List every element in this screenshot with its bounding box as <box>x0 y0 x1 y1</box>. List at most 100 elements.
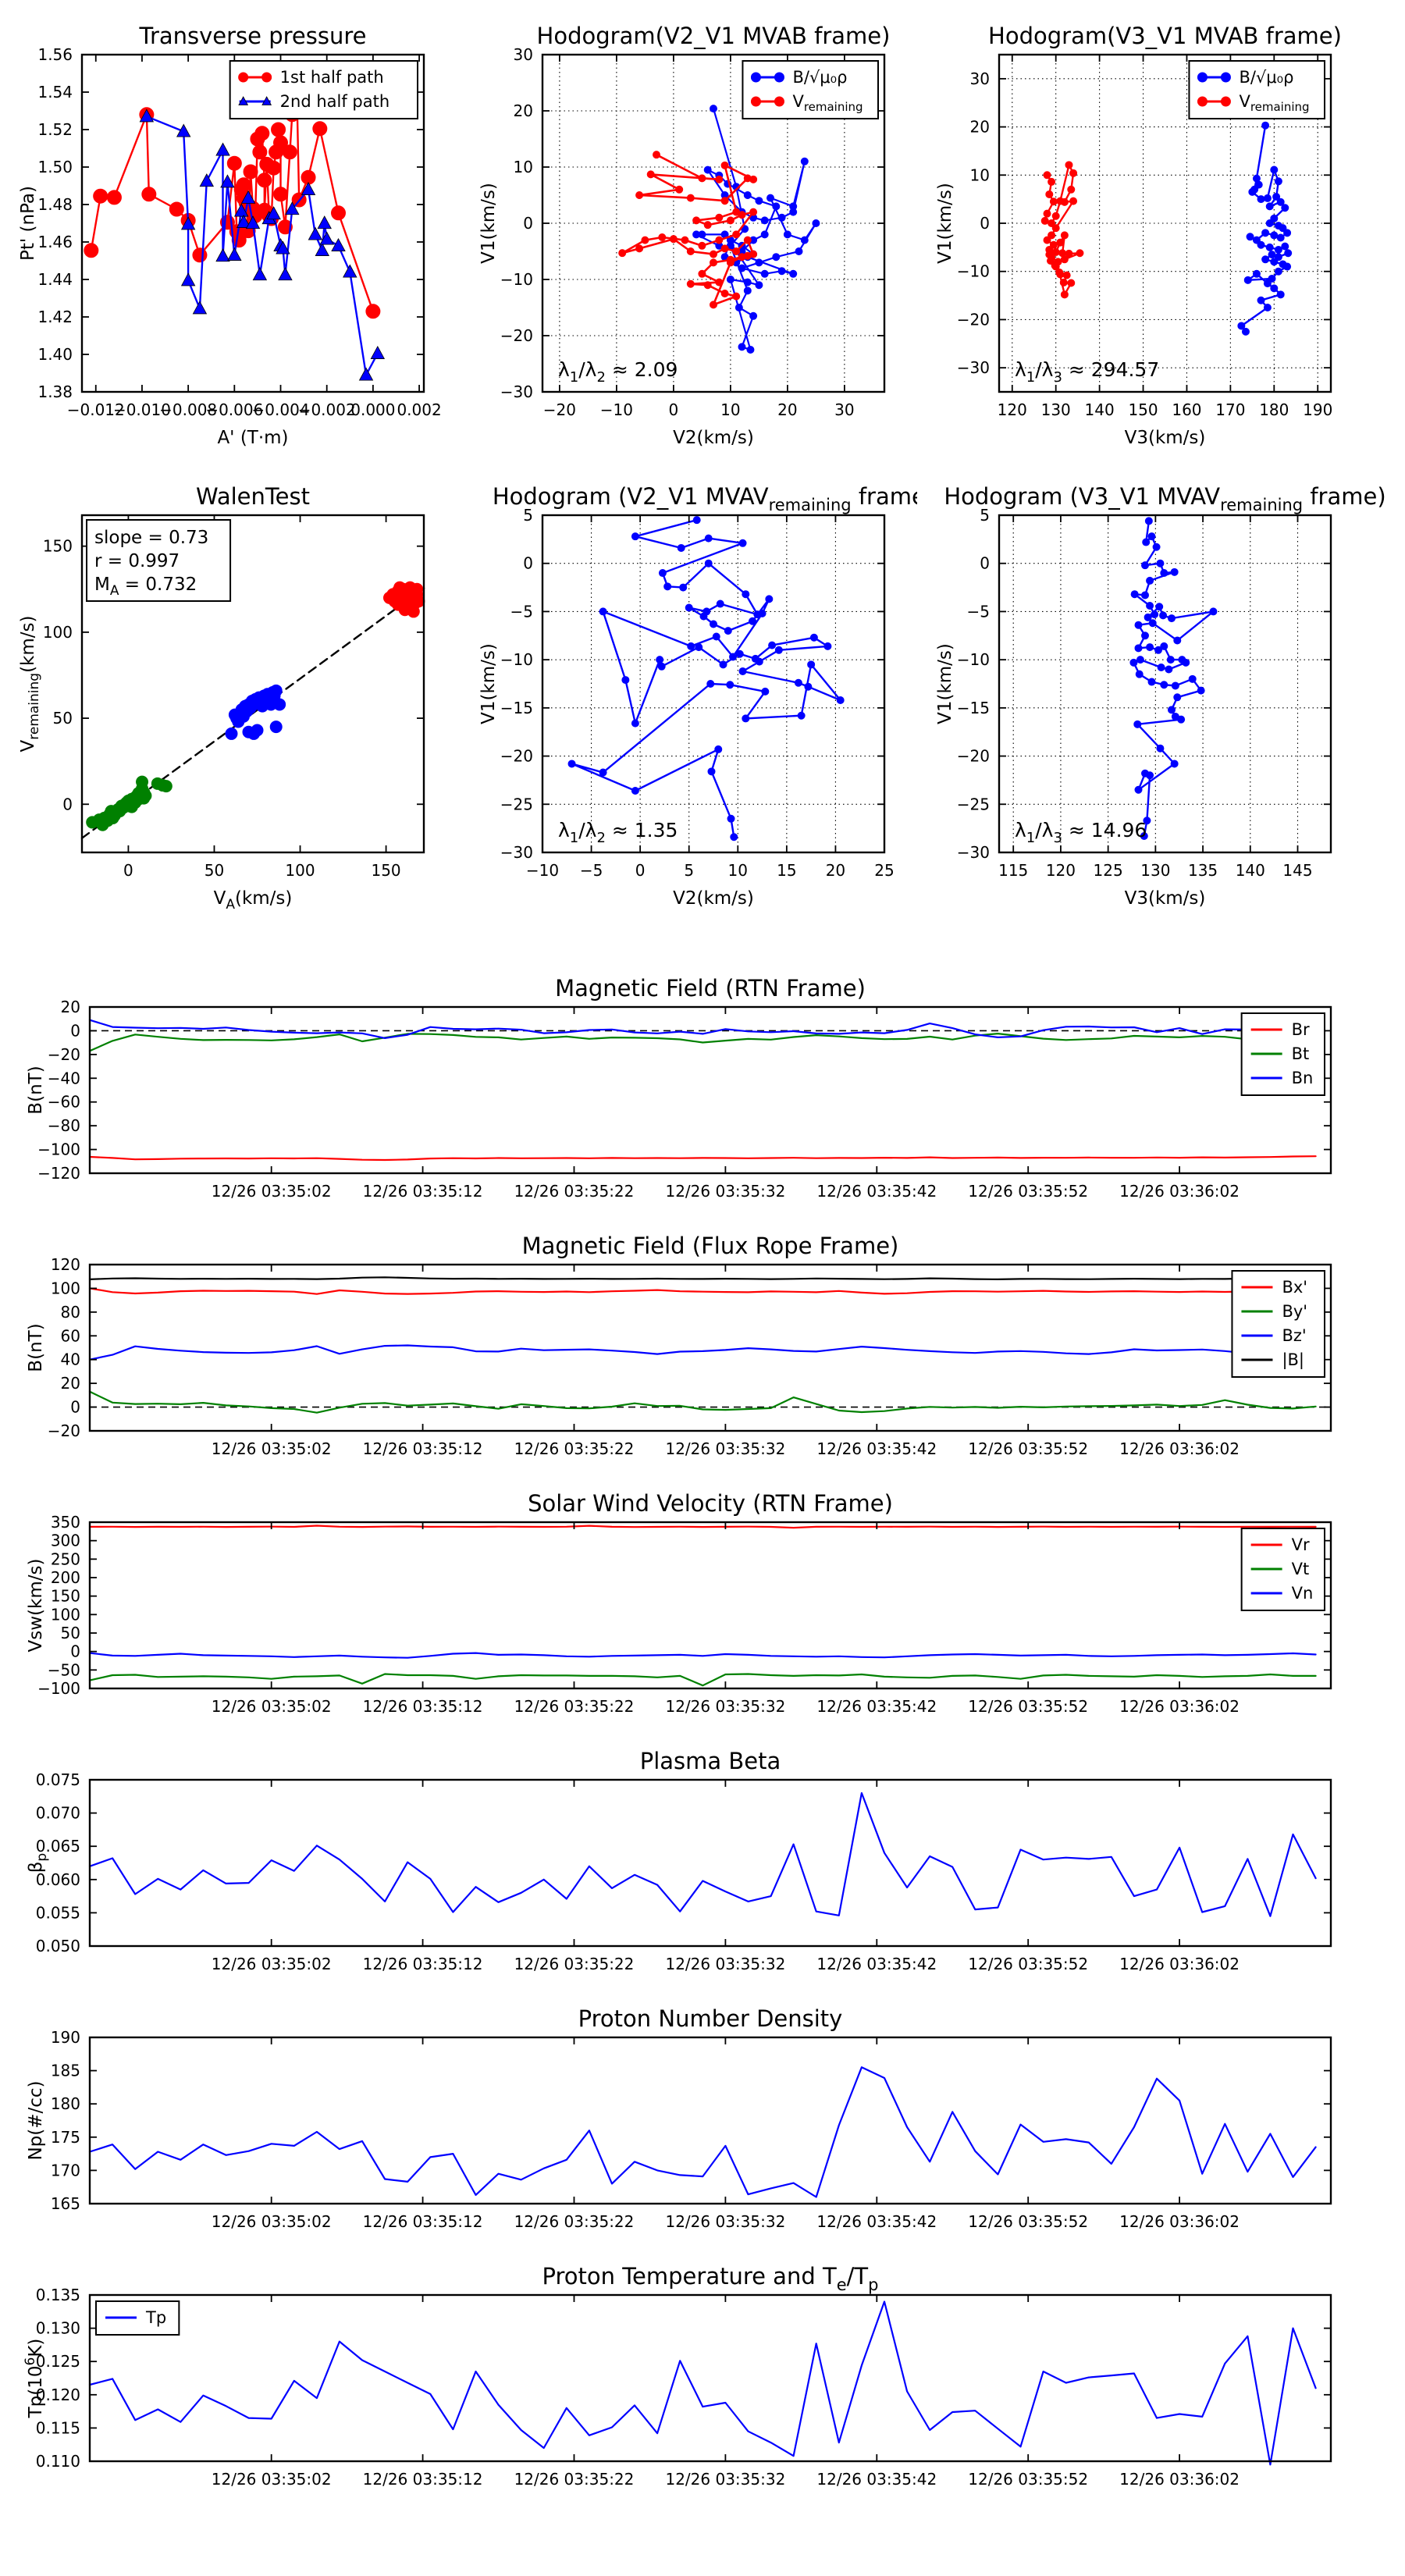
axes-frame <box>88 1263 1332 1432</box>
x-tick-label: 10 <box>720 400 740 419</box>
y-tick-label: 1.56 <box>37 45 73 64</box>
legend: B/√μ₀ρ Vremaining <box>1188 60 1325 119</box>
axes-frame <box>80 514 425 854</box>
x-tick-label: 115 <box>998 861 1028 880</box>
x-tick-label: 0 <box>635 861 646 880</box>
x-tick-label: 12/26 03:35:12 <box>363 1439 483 1458</box>
x-tick-label: 145 <box>1282 861 1312 880</box>
x-tick-label: 12/26 03:35:22 <box>514 2470 635 2489</box>
sw-velocity-svg: 12/26 03:35:02 12/26 03:35:12 12/26 03:35:… <box>26 1490 1332 1716</box>
y-tick-label: −25 <box>500 795 533 813</box>
x-tick-label: 140 <box>1236 861 1265 880</box>
y-tick-label: 20 <box>61 998 80 1016</box>
hodogram-v3v1-mvav-svg: 115 120 125 130 135 140 145 −30 −25 −20 −15 −10 −5 0 5… <box>935 483 1386 909</box>
chart-title: Magnetic Field (Flux Rope Frame) <box>522 1233 899 1259</box>
series-B/√μ₀ρ <box>692 105 820 354</box>
walen-test-svg: 0 50 100 150 0 50 100 150 WalenTest VA(km/s) Vrema… <box>18 483 425 913</box>
y-tick-label: 0 <box>523 554 533 573</box>
chart-title: Hodogram(V2_V1 MVAB frame) <box>537 23 891 49</box>
x-tick-label: 12/26 03:35:02 <box>212 1439 332 1458</box>
y-tick-label: 0.065 <box>36 1837 80 1856</box>
x-tick-label: 12/26 03:35:42 <box>816 1955 937 1973</box>
y-tick-label: 190 <box>51 2028 80 2047</box>
chart-title: Magnetic Field (RTN Frame) <box>555 975 866 1002</box>
x-tick-label: 150 <box>371 861 400 880</box>
series-V path <box>1129 517 1218 841</box>
x-tick-label: 12/26 03:35:32 <box>665 1955 785 1973</box>
y-tick-label: −20 <box>957 747 990 766</box>
x-tick-label: 20 <box>826 861 845 880</box>
x-tick-label: 12/26 03:35:32 <box>665 1182 785 1201</box>
series-B/√μ₀ρ <box>1237 121 1293 336</box>
panel-solar-wind-velocity: 12/26 03:35:02 12/26 03:35:12 12/26 03:35:… <box>16 1487 1393 1737</box>
series-first-interval <box>86 775 173 831</box>
series-2nd half path <box>139 109 386 381</box>
ticks: 12/26 03:35:02 12/26 03:35:12 12/26 03:35:… <box>36 1770 1331 1973</box>
proton-temp-svg: 12/26 03:35:02 12/26 03:35:12 12/26 03:35:… <box>23 2263 1332 2489</box>
x-tick-label: 12/26 03:35:22 <box>514 1439 635 1458</box>
y-tick-label: 40 <box>61 1350 80 1369</box>
x-tick-label: 12/26 03:35:02 <box>212 1955 332 1973</box>
x-tick-label: 12/26 03:35:52 <box>968 2470 1088 2489</box>
stats-box <box>86 519 232 602</box>
hodogram-v2v1-mvav-svg: −10 −5 0 5 10 15 20 25−30−25−20−15−10−505Hodogr… <box>478 483 934 909</box>
panel-walen-test: 0 50 100 150 0 50 100 150 WalenTest VA(km/s) Vrema… <box>16 478 457 921</box>
x-tick-label: 12/26 03:36:02 <box>1119 1182 1240 1201</box>
y-tick-label: −100 <box>37 1140 80 1159</box>
y-tick-label: 0 <box>62 795 73 813</box>
y-tick-label: 0.070 <box>36 1804 80 1823</box>
chart-title: WalenTest <box>196 483 310 510</box>
y-tick-label: 175 <box>51 2128 80 2147</box>
y-axis-label: βp <box>26 1853 50 1873</box>
y-tick-label: 30 <box>970 69 990 88</box>
x-tick-label: 12/26 03:35:02 <box>212 2212 332 2231</box>
series-Bt <box>88 1032 1317 1052</box>
x-tick-label: 12/26 03:35:32 <box>665 1439 785 1458</box>
x-tick-label: 12/26 03:35:52 <box>968 1697 1088 1716</box>
x-tick-label: −0.012 <box>67 400 125 419</box>
x-tick-label: 12/26 03:35:42 <box>816 2470 937 2489</box>
legend-label: Bx' <box>1282 1278 1307 1297</box>
x-tick-label: 0 <box>123 861 133 880</box>
lambda-annotation: λ1/λ2 ≈ 1.35 <box>558 819 678 846</box>
y-tick-label: 0.120 <box>36 2386 80 2404</box>
y-tick-label: 0.055 <box>36 1903 80 1922</box>
x-tick-label: −0.002 <box>298 400 356 419</box>
x-tick-label: 50 <box>205 861 224 880</box>
ticks: 0 50 100 150 0 50 100 150 <box>43 515 424 880</box>
panel-hodogram-v2v1-mvab: −20 −10 0 10 20 30 −30 −20 −10 0 10 20 30 Hodogram(V2… <box>476 17 917 461</box>
series-By' <box>88 1390 1317 1414</box>
x-tick-label: 12/26 03:35:32 <box>665 2470 785 2489</box>
y-tick-label: −15 <box>500 699 533 717</box>
mag-rtn-svg: 12/26 03:35:02 12/26 03:35:12 12/26 03:35:… <box>26 975 1332 1201</box>
y-tick-label: 150 <box>43 537 73 556</box>
y-tick-label: 0 <box>70 1021 80 1040</box>
lambda-annotation: λ1/λ2 ≈ 2.09 <box>558 358 678 386</box>
x-tick-label: 12/26 03:35:02 <box>212 2470 332 2489</box>
series-V_{remaining} <box>618 151 758 309</box>
y-tick-label: 1.44 <box>37 270 73 289</box>
x-tick-label: 12/26 03:36:02 <box>1119 1955 1240 1973</box>
chart-title: Hodogram (V3_V1 MVAVremaining frame) <box>944 483 1385 514</box>
y-tick-label: −20 <box>957 310 990 329</box>
y-axis-label: B(nT) <box>26 1066 46 1114</box>
x-axis-label: V3(km/s) <box>1125 888 1206 909</box>
panel-magnetic-field-fluxrope: 12/26 03:35:02 12/26 03:35:12 12/26 03:35:… <box>16 1229 1393 1479</box>
y-tick-label: −10 <box>500 270 533 289</box>
legend-label: Vn <box>1292 1584 1314 1603</box>
panel-proton-temperature: 12/26 03:35:02 12/26 03:35:12 12/26 03:35:… <box>16 2260 1393 2510</box>
y-tick-label: −40 <box>48 1069 80 1087</box>
plasma-beta-svg: 12/26 03:35:02 12/26 03:35:12 12/26 03:35:… <box>26 1748 1332 1973</box>
y-tick-label: 50 <box>53 709 73 728</box>
hodogram-v3v1-mvab-svg: 120 130 140 150 160 170 180 190 −30 −20 −10 0 10 20 30… <box>935 23 1342 448</box>
series-beta_p <box>88 1791 1317 1917</box>
ticks: −10 −5 0 5 10 15 20 25 −30 −25 −20 −15 −10 −5 0 5 <box>500 506 895 880</box>
chart-title: Proton Number Density <box>578 2005 843 2032</box>
y-axis-label: B(nT) <box>26 1323 46 1372</box>
x-tick-label: 170 <box>1215 400 1245 419</box>
y-tick-label: 1.40 <box>37 345 73 364</box>
y-tick-label: 185 <box>51 2062 80 2080</box>
legend-label: Vremaining <box>1239 92 1309 114</box>
y-tick-label: −30 <box>957 843 990 862</box>
y-tick-label: −20 <box>500 747 533 766</box>
